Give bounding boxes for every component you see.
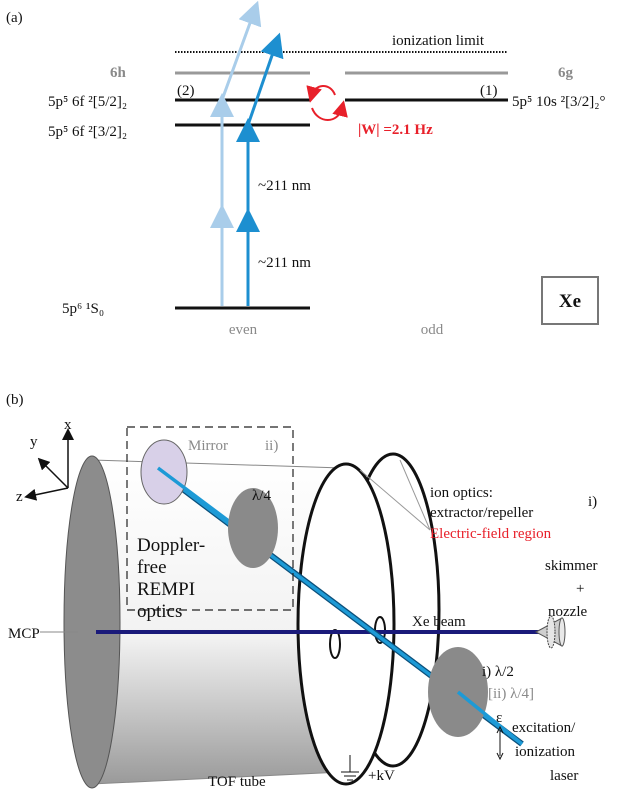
laser-label: ionization <box>515 744 575 760</box>
waveplate-label: [ii) λ/4] <box>488 686 534 702</box>
voltage-label: +kV <box>368 768 395 784</box>
coupling-label: |W| =2.1 Hz <box>358 122 433 138</box>
axis <box>42 462 68 488</box>
laser-label: excitation/ <box>512 720 576 736</box>
mirror-label: Mirror <box>188 438 228 454</box>
wavelength-label: ~211 nm <box>258 178 311 194</box>
skimmer-label: + <box>576 581 584 597</box>
tof-label: TOF tube <box>208 774 266 790</box>
waveplate-label: i) λ/2 <box>482 664 514 680</box>
waveplate-label: λ/4 <box>252 488 271 504</box>
laser-label: laser <box>550 768 578 784</box>
panel-label: (a) <box>6 10 23 26</box>
skimmer-label: skimmer <box>545 558 598 574</box>
level-label: 5p⁶ ¹S₀ <box>62 301 104 317</box>
panel-label: (b) <box>6 392 24 408</box>
axis <box>30 488 68 496</box>
aperture <box>330 630 340 658</box>
photon-arrow <box>248 44 276 125</box>
coupling-arrow <box>312 86 335 95</box>
group-label: 6g <box>558 65 574 81</box>
skimmer-label: nozzle <box>548 604 587 620</box>
axis-label: y <box>30 434 38 450</box>
photon-arrow <box>222 12 254 100</box>
wavelength-label: ~211 nm <box>258 255 311 271</box>
level-tag: (2) <box>177 83 195 99</box>
coupling-arrow <box>312 108 342 120</box>
option-label: i) <box>588 494 597 510</box>
ion-optics-label: ion optics: <box>430 485 493 501</box>
level-tag: (1) <box>480 83 498 99</box>
level-label: 5p⁵ 10s ²[3/2]₂° <box>512 94 605 110</box>
polarization-label: ε <box>496 710 502 726</box>
mcp <box>64 456 120 788</box>
figure: (a) ionization limit 6h 6g 5p⁵ 6f ²[5/2]… <box>0 0 627 793</box>
panel-b: (b) x y z MCP Xe beam skimmer + nozzle <box>6 392 598 790</box>
group-label: 6h <box>110 65 127 81</box>
optics-label: REMPI <box>137 579 195 600</box>
ion-optics-label: extractor/repeller <box>430 505 533 521</box>
parity-label: odd <box>421 322 444 338</box>
optics-label: free <box>137 557 167 578</box>
optics-label: optics <box>137 601 182 622</box>
skimmer <box>559 618 565 646</box>
level-label: 5p⁵ 6f ²[5/2]₂ <box>48 94 127 110</box>
parity-label: even <box>229 322 258 338</box>
option-label: ii) <box>265 438 278 454</box>
axis-label: x <box>64 417 72 433</box>
level-label: 5p⁵ 6f ²[3/2]₂ <box>48 124 127 140</box>
axis-label: z <box>16 489 23 505</box>
xe-beam-label: Xe beam <box>412 614 466 630</box>
mcp-label: MCP <box>8 626 40 642</box>
element-label: Xe <box>559 291 581 312</box>
nozzle <box>547 616 555 648</box>
field-region-label: Electric-field region <box>430 526 552 542</box>
optics-label: Doppler- <box>137 535 205 556</box>
panel-a: (a) ionization limit 6h 6g 5p⁵ 6f ²[5/2]… <box>6 10 605 338</box>
ionization-label: ionization limit <box>392 33 485 49</box>
